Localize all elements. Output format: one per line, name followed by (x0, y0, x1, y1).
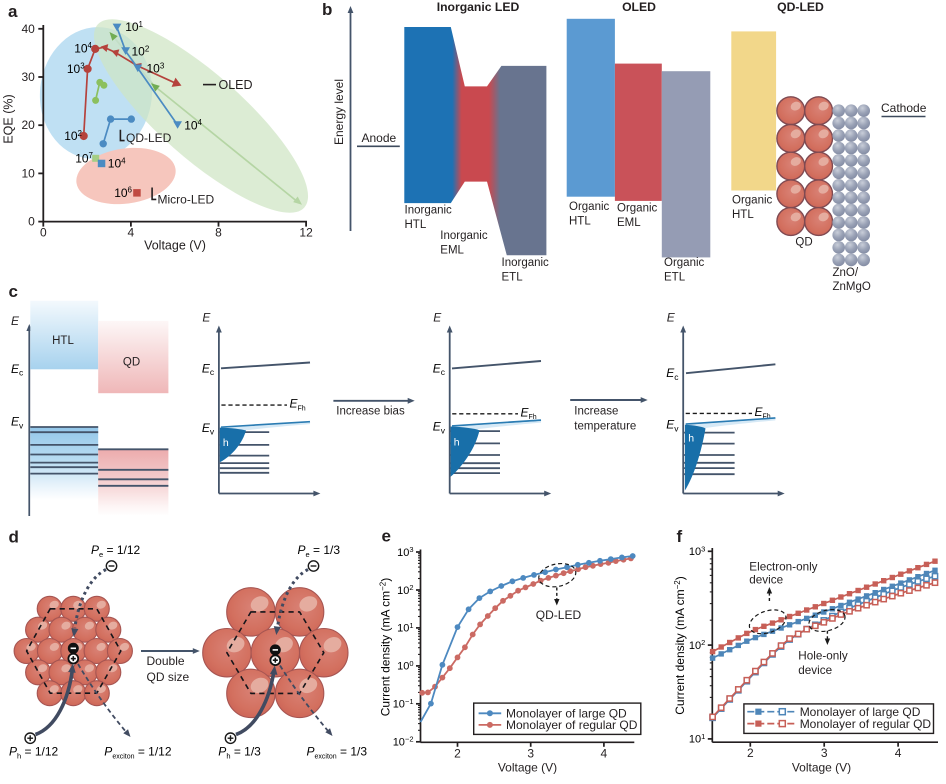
svg-text:HTL: HTL (569, 216, 591, 228)
svg-text:OLED: OLED (622, 0, 656, 14)
svg-text:Ph = 1/12: Ph = 1/12 (9, 745, 59, 761)
svg-text:Organic: Organic (732, 194, 773, 206)
svg-text:b: b (322, 0, 332, 19)
svg-text:Current density (mA cm−2): Current density (mA cm−2) (379, 578, 393, 717)
svg-text:Inorganic: Inorganic (405, 205, 453, 217)
svg-text:device: device (798, 664, 832, 677)
svg-text:e: e (382, 527, 391, 546)
svg-text:Organic: Organic (569, 201, 610, 213)
svg-text:QD-LED: QD-LED (126, 131, 172, 145)
svg-text:3: 3 (821, 746, 828, 760)
svg-text:Voltage (V): Voltage (V) (792, 761, 851, 775)
svg-text:h: h (454, 436, 460, 448)
svg-text:0: 0 (40, 225, 47, 239)
svg-text:Pe = 1/3: Pe = 1/3 (298, 543, 341, 559)
svg-text:Increase: Increase (574, 406, 618, 418)
svg-text:EQE (%): EQE (%) (2, 94, 16, 143)
svg-text:40: 40 (21, 22, 35, 36)
svg-text:0: 0 (28, 215, 35, 229)
svg-text:Monolayer of regular QD: Monolayer of regular QD (506, 718, 638, 732)
svg-text:E: E (11, 314, 20, 328)
svg-text:Electron-only: Electron-only (749, 561, 817, 574)
svg-text:OLED: OLED (219, 78, 253, 92)
svg-text:QD-LED: QD-LED (536, 608, 582, 622)
svg-text:4: 4 (895, 746, 902, 760)
svg-text:ZnO/: ZnO/ (833, 267, 859, 279)
svg-text:Anode: Anode (362, 131, 397, 145)
svg-text:8: 8 (215, 225, 222, 239)
svg-text:c: c (9, 282, 18, 301)
svg-text:d: d (9, 528, 19, 547)
svg-text:ETL: ETL (502, 272, 524, 284)
svg-text:HTL: HTL (52, 335, 74, 347)
svg-text:ZnMgO: ZnMgO (833, 281, 871, 293)
svg-text:Pe = 1/12: Pe = 1/12 (91, 543, 141, 559)
svg-text:Cathode: Cathode (881, 101, 927, 115)
svg-text:QD-LED: QD-LED (777, 0, 824, 14)
svg-text:device: device (749, 573, 783, 586)
svg-text:20: 20 (21, 118, 35, 132)
svg-text:Double: Double (147, 654, 185, 668)
svg-text:Micro-LED: Micro-LED (158, 193, 215, 207)
svg-text:temperature: temperature (574, 421, 636, 433)
svg-text:HTL: HTL (405, 219, 427, 231)
svg-text:Ph = 1/3: Ph = 1/3 (218, 745, 261, 761)
svg-text:Organic: Organic (617, 203, 658, 215)
svg-text:EML: EML (440, 245, 464, 257)
svg-text:Inorganic: Inorganic (440, 230, 488, 242)
svg-text:Inorganic: Inorganic (502, 257, 550, 269)
svg-text:Voltage (V): Voltage (V) (144, 239, 206, 253)
svg-text:h: h (688, 433, 694, 445)
svg-text:2: 2 (747, 746, 754, 760)
svg-text:Monolayer of large QD: Monolayer of large QD (506, 707, 627, 721)
svg-text:Hole-only: Hole-only (798, 650, 848, 663)
svg-text:Voltage (V): Voltage (V) (498, 761, 557, 775)
svg-text:QD: QD (795, 237, 812, 249)
svg-text:Current density (mA cm−2): Current density (mA cm−2) (673, 576, 687, 715)
svg-text:Monolayer of regular QD: Monolayer of regular QD (800, 717, 932, 731)
svg-text:QD size: QD size (147, 670, 190, 684)
svg-text:EML: EML (617, 217, 641, 229)
svg-text:HTL: HTL (732, 209, 754, 221)
svg-text:f: f (677, 527, 683, 546)
svg-text:h: h (223, 437, 229, 449)
svg-text:10: 10 (21, 166, 35, 180)
svg-text:30: 30 (21, 70, 35, 84)
svg-text:ETL: ETL (664, 271, 686, 283)
svg-text:4: 4 (128, 225, 135, 239)
svg-text:3: 3 (527, 746, 534, 760)
svg-text:Increase bias: Increase bias (336, 406, 405, 418)
svg-text:Monolayer of large QD: Monolayer of large QD (800, 705, 921, 719)
svg-text:Inorganic LED: Inorganic LED (437, 0, 520, 14)
svg-text:E: E (667, 311, 676, 325)
svg-text:12: 12 (299, 225, 313, 239)
svg-text:2: 2 (454, 746, 461, 760)
svg-text:Energy level: Energy level (332, 79, 346, 145)
svg-text:E: E (202, 311, 211, 325)
svg-text:a: a (8, 2, 18, 21)
svg-text:4: 4 (601, 746, 608, 760)
svg-text:Organic: Organic (664, 257, 705, 269)
svg-text:QD: QD (123, 357, 140, 369)
svg-text:E: E (433, 311, 442, 325)
